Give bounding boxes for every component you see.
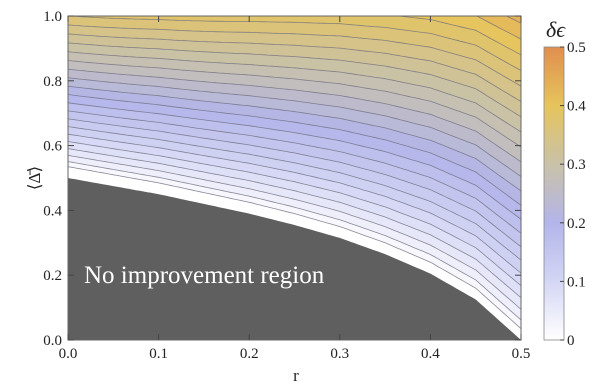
x-tick-label: 0.1 — [149, 346, 168, 362]
colorbar-tick-label: 0.1 — [567, 274, 586, 290]
y-tick-label: 0.6 — [43, 139, 62, 155]
x-axis-label: r — [293, 366, 299, 385]
contour-line — [68, 141, 521, 286]
y-tick-label: 1.0 — [43, 9, 62, 25]
colorbar-gradient — [543, 46, 565, 341]
contour-line — [68, 51, 521, 133]
y-axis-label: ⟨Δ̄⟩ — [25, 166, 44, 190]
contour-line — [68, 33, 521, 102]
colorbar-tick-label: 0.2 — [567, 216, 586, 232]
y-tick-label: 0.0 — [43, 333, 62, 349]
colorbar-tick-label: 0.5 — [567, 40, 586, 56]
contour-line — [68, 102, 521, 220]
colorbar-tick-label: 0.3 — [567, 157, 586, 173]
x-axis: 0.0 0.1 0.2 0.3 0.4 0.5 — [59, 16, 531, 362]
x-tick-label: 0.4 — [421, 346, 440, 362]
plot-area — [68, 0, 521, 340]
y-tick-label: 0.2 — [43, 268, 62, 284]
y-tick-label: 0.8 — [43, 74, 62, 90]
contour-line — [68, 0, 521, 7]
no-improvement-region — [68, 178, 521, 340]
contour-line — [68, 133, 521, 274]
contour-line — [68, 126, 521, 261]
region-label: No improvement region — [84, 262, 325, 289]
y-axis: 0.0 0.2 0.4 0.6 0.8 1.0 — [43, 9, 521, 349]
contour-line — [68, 94, 521, 206]
plot-frame — [67, 15, 522, 341]
contour-line — [68, 110, 521, 234]
contour-line — [68, 154, 521, 310]
colorbar: 0 0.1 0.2 0.3 0.4 0.5 δϵ — [543, 17, 586, 349]
contour-line — [68, 68, 521, 163]
contour-line — [68, 148, 521, 299]
colorbar-title: δϵ — [546, 17, 566, 42]
contour-line — [395, 16, 521, 56]
contour-line — [68, 166, 521, 329]
contour-line — [68, 16, 521, 71]
colorbar-tick-label: 0.4 — [567, 99, 586, 115]
contour-line — [68, 77, 521, 177]
contour-line — [68, 85, 521, 192]
x-tick-label: 0.3 — [330, 346, 349, 362]
contour-line — [68, 60, 521, 148]
contour-line — [68, 24, 521, 87]
contour-line — [68, 42, 521, 118]
x-tick-label: 0.0 — [59, 346, 78, 362]
contour-line — [68, 118, 521, 248]
y-tick-label: 0.4 — [43, 203, 62, 219]
x-tick-label: 0.2 — [240, 346, 259, 362]
contour-line — [68, 161, 521, 321]
colorbar-tick-label: 0 — [567, 333, 575, 349]
x-tick-label: 0.5 — [512, 346, 531, 362]
